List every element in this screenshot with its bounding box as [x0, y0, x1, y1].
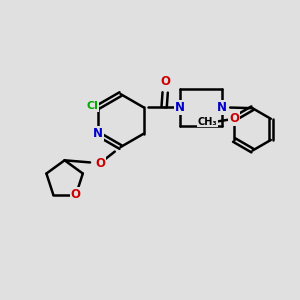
- Text: Cl: Cl: [86, 101, 98, 111]
- Text: N: N: [175, 101, 185, 114]
- Text: O: O: [229, 112, 239, 125]
- Text: O: O: [160, 75, 171, 88]
- Text: O: O: [95, 157, 105, 170]
- Text: N: N: [93, 127, 103, 140]
- Text: N: N: [217, 101, 226, 114]
- Text: CH₃: CH₃: [198, 117, 218, 127]
- Text: O: O: [71, 188, 81, 201]
